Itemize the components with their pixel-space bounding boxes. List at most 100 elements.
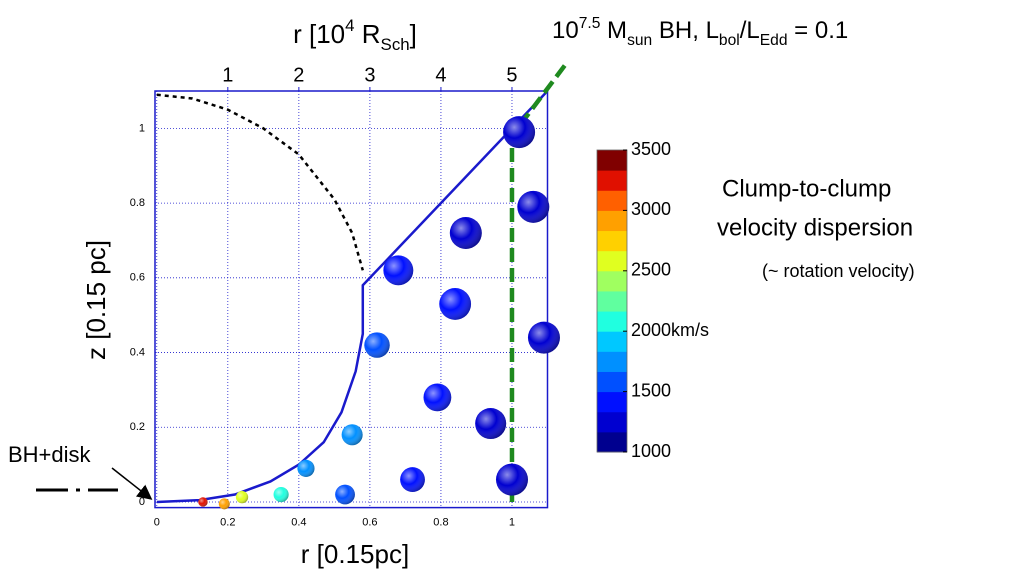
colorbar-tick-label: 1500 (631, 380, 671, 400)
clump (383, 255, 414, 286)
colorbar-band (597, 190, 627, 211)
top-tick-label: 3 (364, 64, 375, 86)
annotation: (~ rotation velocity) (762, 261, 915, 281)
clump (400, 467, 425, 492)
clump (423, 383, 452, 412)
clump-shade (475, 408, 507, 440)
text-part: ] (410, 19, 417, 49)
clump (364, 332, 390, 358)
text-part: 10 (552, 17, 579, 44)
x-tick-label: 0 (154, 517, 160, 529)
colorbar-tick-label: 2500 (631, 260, 671, 280)
colorbar-band (597, 270, 627, 292)
colorbar-band (597, 431, 627, 453)
y-tick-label: 1 (139, 122, 145, 134)
clump-shade (383, 255, 414, 286)
colorbar-frame (596, 149, 628, 453)
text-part: BH, L (652, 17, 719, 44)
clump-shade (517, 190, 550, 223)
annotation: Clump-to-clump (722, 175, 891, 202)
top-tick-label: 4 (435, 64, 446, 86)
colorbar-band (597, 230, 627, 252)
top-tick-label: 1 (222, 64, 233, 86)
clump (218, 498, 230, 510)
clump (449, 216, 482, 249)
colorbar-tick-label: 3000 (631, 199, 671, 219)
text-part: bol (719, 32, 740, 49)
x-axis-label: r [0.15pc] (301, 539, 409, 569)
text-part: 7.5 (579, 15, 601, 32)
x-tick-label: 0.4 (291, 517, 306, 529)
top-tick-label: 5 (506, 64, 517, 86)
y-tick-label: 0.4 (130, 346, 145, 358)
clump-shade (503, 116, 536, 149)
text-part: 4 (345, 16, 354, 35)
colorbar-band (597, 391, 627, 413)
clump-shade (198, 497, 208, 507)
text-part: Edd (760, 32, 788, 49)
x-tick-label: 0.6 (362, 517, 377, 529)
clump-shade (449, 216, 482, 249)
text-part: R (355, 19, 381, 49)
clump (341, 424, 363, 446)
boundary-line (156, 93, 364, 271)
colorbar-band (597, 170, 627, 191)
annotation: velocity dispersion (717, 214, 913, 241)
y-tick-label: 0.2 (130, 421, 145, 433)
clump (297, 459, 315, 477)
clump-shade (341, 424, 363, 446)
clump (273, 486, 289, 503)
x-tick-label: 0.2 (220, 517, 235, 529)
colorbar-band (597, 371, 627, 393)
clump-shade (439, 288, 472, 320)
text-part: sun (627, 32, 652, 49)
y-tick-label: 0.6 (130, 272, 145, 284)
clump (235, 491, 249, 504)
top-tick-label: 2 (293, 64, 304, 86)
clump-shade (423, 383, 452, 412)
clump (439, 288, 472, 320)
x-tick-label: 0.8 (433, 517, 448, 529)
text-part: Sch (381, 35, 410, 54)
colorbar-tick-label: 1000 (631, 441, 671, 461)
boundary-line (156, 90, 549, 504)
clump (503, 116, 536, 149)
x-tick-label: 1 (509, 517, 515, 529)
clump (517, 190, 550, 223)
colorbar-band (597, 311, 627, 332)
colorbar-band (597, 290, 627, 312)
colorbar-band (597, 210, 627, 232)
clump (475, 408, 507, 440)
clump (495, 463, 528, 496)
clump-shade (235, 491, 249, 504)
text-part: M (600, 17, 627, 44)
arrow (111, 467, 153, 500)
text-part: = 0.1 (788, 17, 849, 44)
clump (527, 321, 560, 354)
clump-shade (273, 486, 289, 503)
colorbar-band (597, 411, 627, 433)
clump-shade (297, 459, 315, 477)
chart-title: 107.5 Msun BH, Lbol/LEdd = 0.1 (552, 15, 848, 49)
clump-shade (335, 484, 355, 505)
top-axis-label: r [104 RSch] (293, 16, 417, 54)
colorbar-band (597, 250, 627, 272)
y-tick-label: 0.8 (130, 197, 145, 209)
colorbar-tick-label: 3500 (631, 139, 671, 159)
colorbar-band (597, 351, 627, 372)
clump-shade (364, 332, 390, 358)
y-tick-label: 0 (139, 496, 145, 508)
colorbar-band (597, 150, 627, 171)
clump (335, 484, 355, 505)
text-part: /L (740, 17, 760, 44)
clump-shade (527, 321, 560, 354)
clump-shade (218, 498, 230, 510)
clump (198, 497, 208, 507)
colorbar-tick-label: 2000km/s (631, 320, 709, 340)
colorbar-band (597, 331, 627, 352)
clump-shade (495, 463, 528, 496)
text-part: r [10 (293, 19, 345, 49)
clump-shade (400, 467, 425, 492)
legend-label: BH+disk (8, 442, 92, 467)
